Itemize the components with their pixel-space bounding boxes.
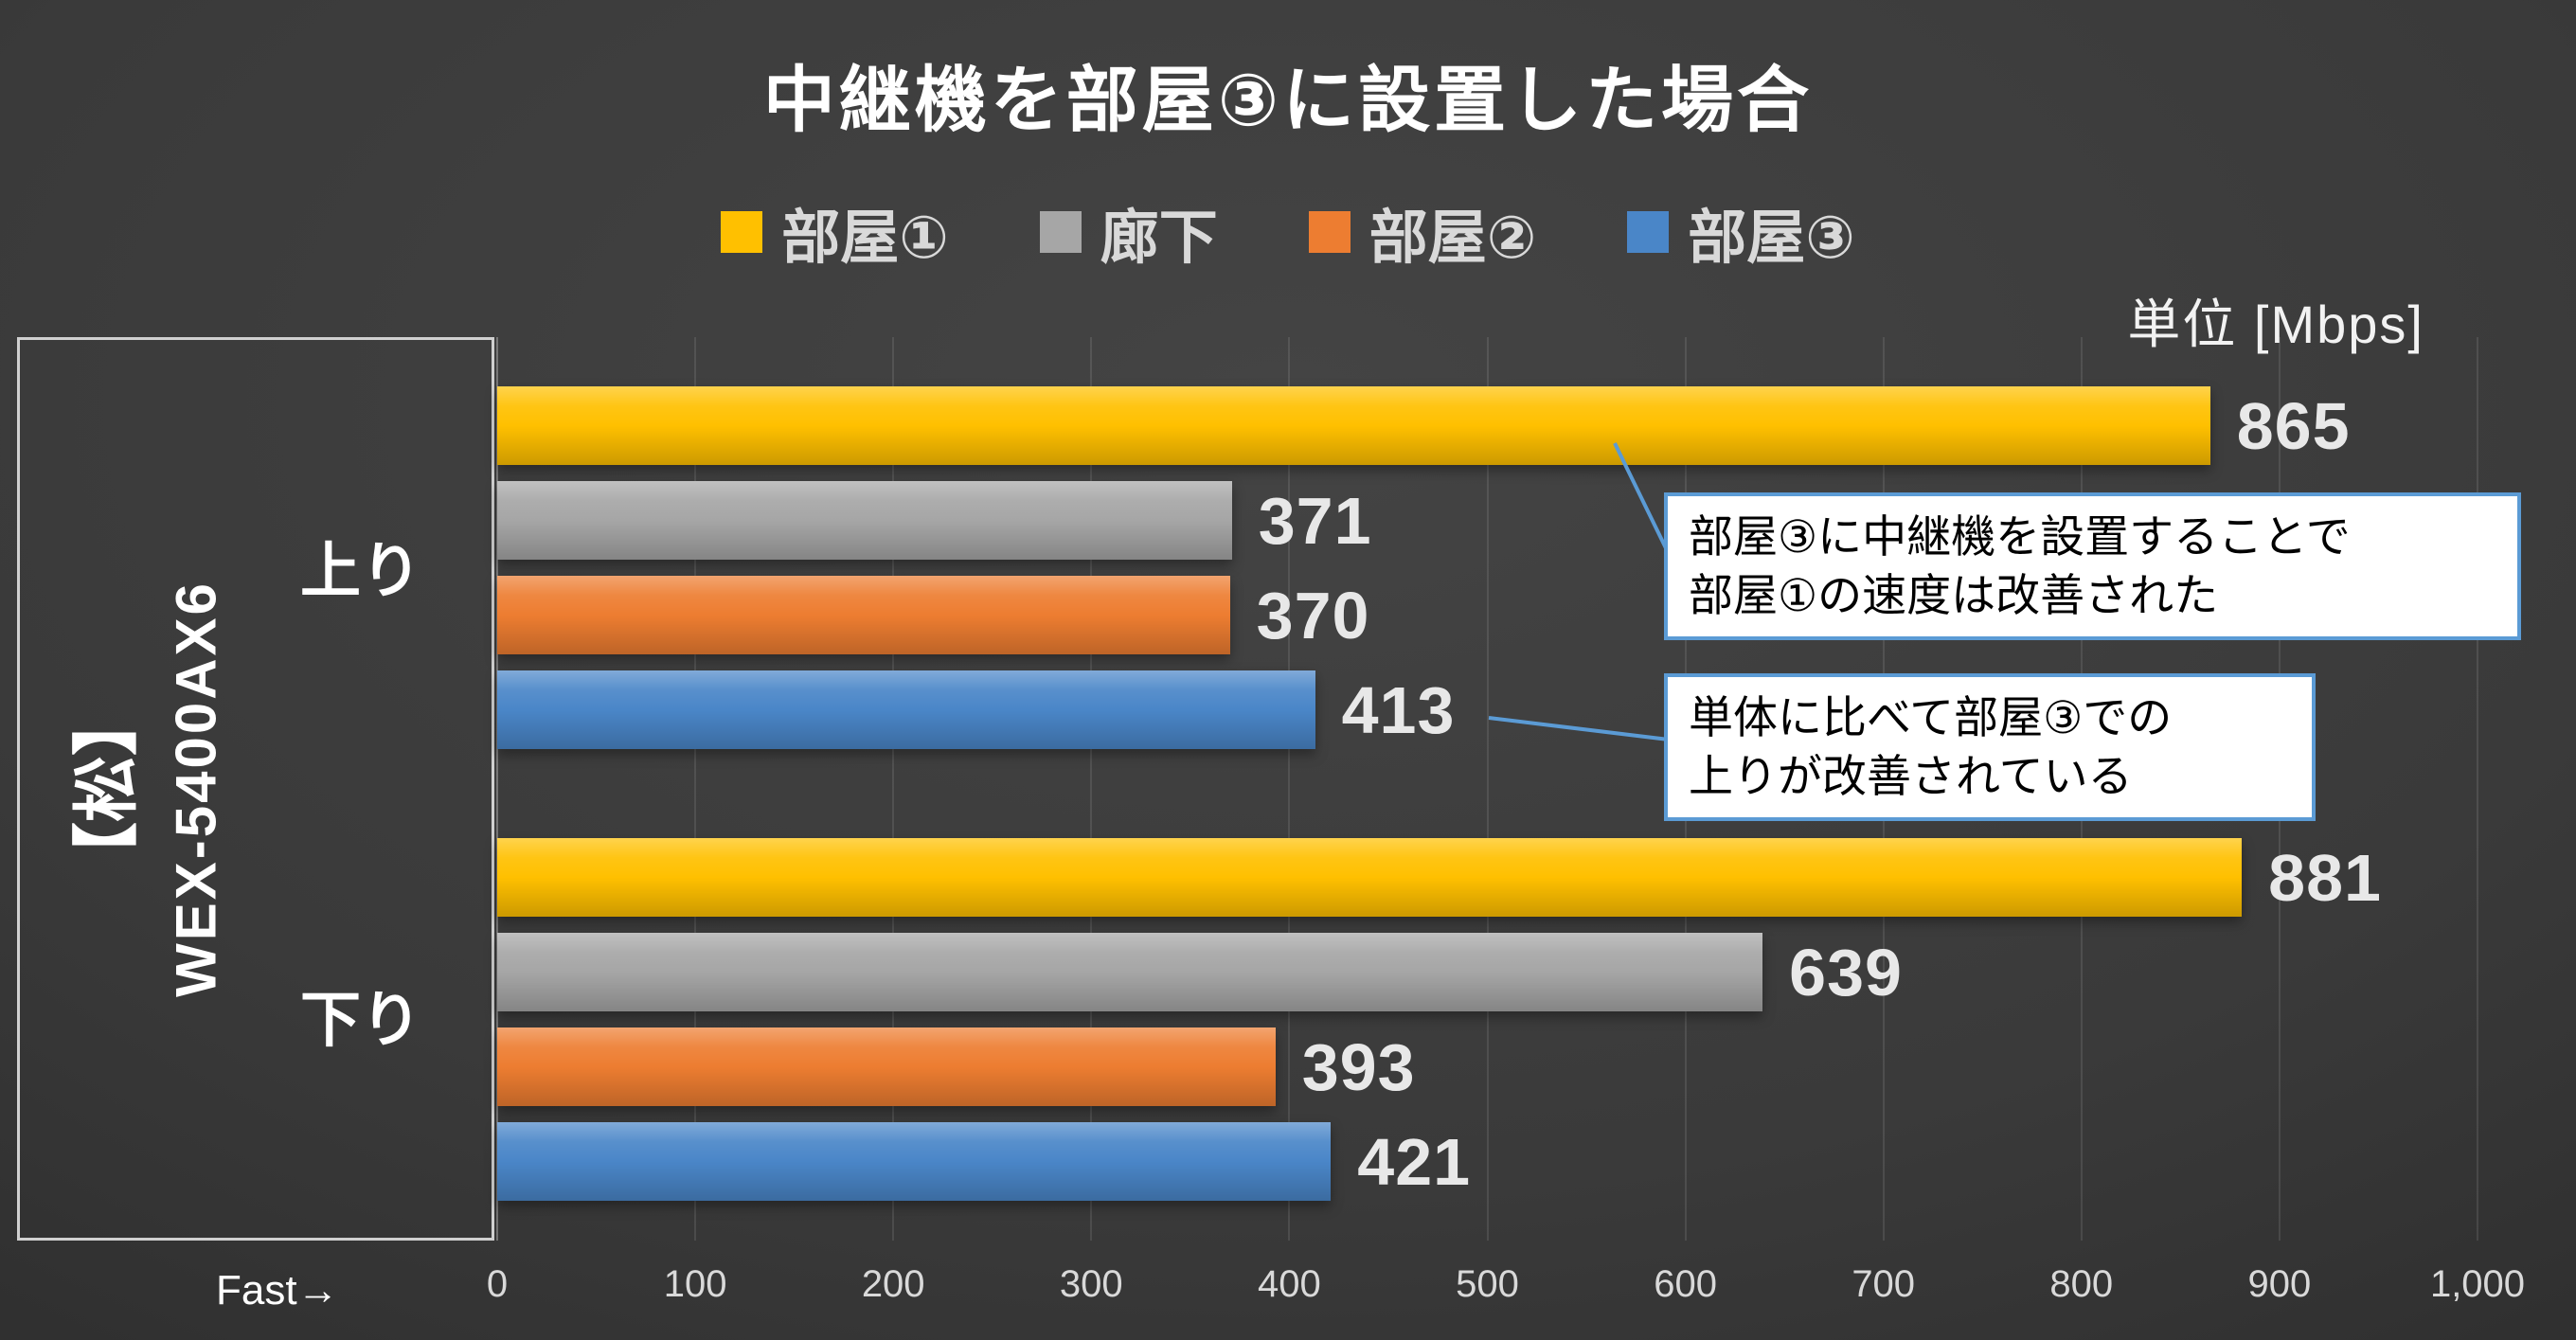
- callout-up-line1: 単体に比べて部屋③での: [1689, 692, 2173, 742]
- bar-部屋②-下り: [497, 1027, 1276, 1106]
- legend-swatch-room2: [1308, 211, 1351, 253]
- plot-area: 865 371 370 413 881 639 393 421 0 100 200 300 400 5…: [487, 337, 2525, 1305]
- legend-swatch-room3: [1627, 211, 1670, 253]
- bar-row: 371: [497, 481, 2478, 560]
- gridline: [694, 337, 697, 1241]
- bar-value-label: 421: [1357, 1124, 1472, 1199]
- category-label-up: 上り: [300, 537, 421, 605]
- device-model-label: WEX-5400AX6: [164, 581, 228, 997]
- legend-item-room3: 部屋③: [1627, 189, 1855, 275]
- bar-row: 865: [497, 386, 2478, 465]
- gridline: [496, 337, 498, 1241]
- callout-room1-improved: 部屋③に中継機を設置することで 部屋①の速度は改善された: [1664, 492, 2521, 641]
- gridline: [892, 337, 895, 1241]
- bar-group-up: 865 371 370 413: [497, 386, 2478, 749]
- x-tick-label: 0: [486, 1263, 509, 1305]
- x-tick-label: 700: [1852, 1263, 1916, 1305]
- bar-value-label: 370: [1256, 578, 1370, 652]
- x-tick-label: 500: [1456, 1263, 1519, 1305]
- bar-value-label: 393: [1301, 1029, 1416, 1104]
- bar-部屋①-下り: [497, 838, 2243, 917]
- legend-item-room1: 部屋①: [721, 189, 949, 275]
- gridline: [1288, 337, 1291, 1241]
- callout-up-improved: 単体に比べて部屋③での 上りが改善されている: [1664, 673, 2316, 822]
- gridline: [1090, 337, 1093, 1241]
- bar-部屋③-下り: [497, 1122, 1332, 1201]
- device-box: 【松】 WEX-5400AX6 上り 下り: [17, 337, 494, 1241]
- x-tick-label: 100: [663, 1263, 727, 1305]
- x-tick-label: 1,000: [2429, 1263, 2526, 1305]
- x-tick-label: 600: [1654, 1263, 1717, 1305]
- callout-up-line2: 上りが改善されている: [1689, 751, 2133, 802]
- bar-value-label: 865: [2236, 388, 2351, 463]
- bar-value-label: 639: [1789, 935, 1903, 1009]
- x-tick-label: 900: [2247, 1263, 2312, 1305]
- unit-label: 単位 [Mbps]: [2127, 295, 2424, 354]
- bar-value-label: 413: [1341, 672, 1456, 747]
- x-tick-label: 800: [2049, 1263, 2114, 1305]
- x-tick-label: 300: [1059, 1263, 1123, 1305]
- x-tick-label: 400: [1258, 1263, 1321, 1305]
- legend-label-hallway: 廊下: [1100, 205, 1218, 271]
- legend-label-room3: 部屋③: [1688, 205, 1855, 271]
- legend-swatch-room1: [721, 211, 763, 253]
- bar-row: 421: [497, 1122, 2478, 1201]
- fast-label: Fast→: [216, 1267, 339, 1313]
- device-grade-label: 【松】: [69, 689, 144, 888]
- legend-item-room2: 部屋②: [1308, 189, 1537, 275]
- x-tick-label: 200: [861, 1263, 925, 1305]
- category-label-down: 下り: [300, 986, 421, 1054]
- callout-room1-line1: 部屋③に中継機を設置することで: [1689, 511, 2351, 562]
- legend: 部屋① 廊下 部屋② 部屋③: [0, 189, 2576, 275]
- legend-label-room2: 部屋②: [1368, 205, 1537, 271]
- x-axis: 0 100 200 300 400 500 600 700 800 900 1,000: [487, 1263, 2525, 1320]
- bar-廊下-下り: [497, 933, 1763, 1011]
- gridline: [2477, 337, 2478, 1241]
- bar-廊下-上り: [497, 481, 1232, 560]
- legend-item-hallway: 廊下: [1039, 189, 1218, 275]
- gridline: [1486, 337, 1489, 1241]
- legend-swatch-hallway: [1039, 211, 1082, 253]
- callout-room1-line2: 部屋①の速度は改善された: [1689, 570, 2219, 621]
- legend-label-room1: 部屋①: [781, 205, 949, 271]
- bar-group-down: 881 639 393 421: [497, 838, 2478, 1201]
- bar-部屋①-上り: [497, 386, 2210, 465]
- bar-row: 881: [497, 838, 2478, 917]
- bar-value-label: 371: [1258, 483, 1372, 558]
- bar-部屋③-上り: [497, 670, 1315, 749]
- bar-row: 413: [497, 670, 2478, 749]
- bar-row: 370: [497, 576, 2478, 654]
- bar-row: 639: [497, 933, 2478, 1011]
- bar-row: 393: [497, 1027, 2478, 1106]
- bar-部屋②-上り: [497, 576, 1230, 654]
- bar-value-label: 881: [2268, 840, 2382, 915]
- chart-title: 中継機を部屋③に設置した場合: [762, 61, 1814, 141]
